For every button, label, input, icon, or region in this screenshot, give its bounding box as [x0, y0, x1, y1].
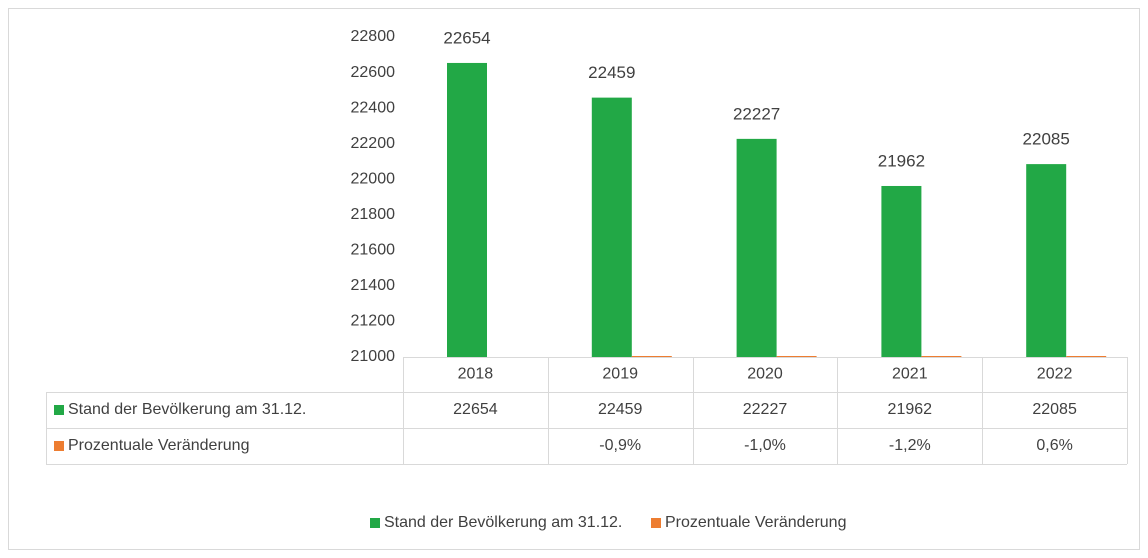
y-tick-label: 21200	[351, 313, 396, 330]
table-cell: -0,9%	[599, 437, 641, 454]
table-row-label: Stand der Bevölkerung am 31.12.	[68, 401, 306, 418]
table-cell: -1,2%	[889, 437, 931, 454]
y-tick-label: 22400	[351, 99, 396, 116]
table-row-label: Prozentuale Veränderung	[68, 437, 249, 454]
y-tick-label: 22800	[351, 28, 396, 45]
data-label: 21962	[878, 151, 925, 170]
data-label: 22654	[443, 28, 490, 47]
x-tick-label: 2019	[602, 366, 638, 383]
table-cell: 0,6%	[1036, 437, 1072, 454]
legend-key	[651, 518, 661, 528]
y-tick-label: 21000	[351, 348, 396, 365]
data-label: 22459	[588, 63, 635, 82]
x-tick-label: 2020	[747, 366, 783, 383]
data-label: 22085	[1023, 130, 1070, 149]
x-tick-label: 2022	[1037, 366, 1073, 383]
table-cell: 22654	[453, 401, 498, 418]
y-tick-label: 22600	[351, 64, 396, 81]
bar	[591, 97, 632, 357]
x-tick-label: 2018	[458, 366, 494, 383]
bar	[1026, 164, 1067, 357]
bar	[776, 356, 817, 357]
bar	[881, 185, 922, 357]
legend-key	[370, 518, 380, 528]
bar	[447, 62, 487, 357]
y-tick-label: 21400	[351, 277, 396, 294]
table-legend-key	[54, 405, 64, 415]
x-tick-label: 2021	[892, 366, 928, 383]
y-tick-label: 21600	[351, 242, 396, 259]
table-cell: 22227	[743, 401, 788, 418]
data-label: 22227	[733, 104, 780, 123]
y-tick-label: 22000	[351, 170, 396, 187]
table-cell: 22459	[598, 401, 643, 418]
legend-label: Stand der Bevölkerung am 31.12.	[384, 514, 622, 531]
bar	[1066, 356, 1107, 357]
table-cell: 22085	[1032, 401, 1077, 418]
legend-label: Prozentuale Veränderung	[665, 514, 846, 531]
bar	[631, 356, 672, 357]
bar	[736, 138, 777, 357]
table-cell: -1,0%	[744, 437, 786, 454]
table-legend-key	[54, 441, 64, 451]
y-tick-label: 22200	[351, 135, 396, 152]
y-tick-label: 21800	[351, 206, 396, 223]
table-cell: 21962	[888, 401, 933, 418]
chart-border	[8, 8, 1140, 550]
bar	[921, 356, 962, 357]
